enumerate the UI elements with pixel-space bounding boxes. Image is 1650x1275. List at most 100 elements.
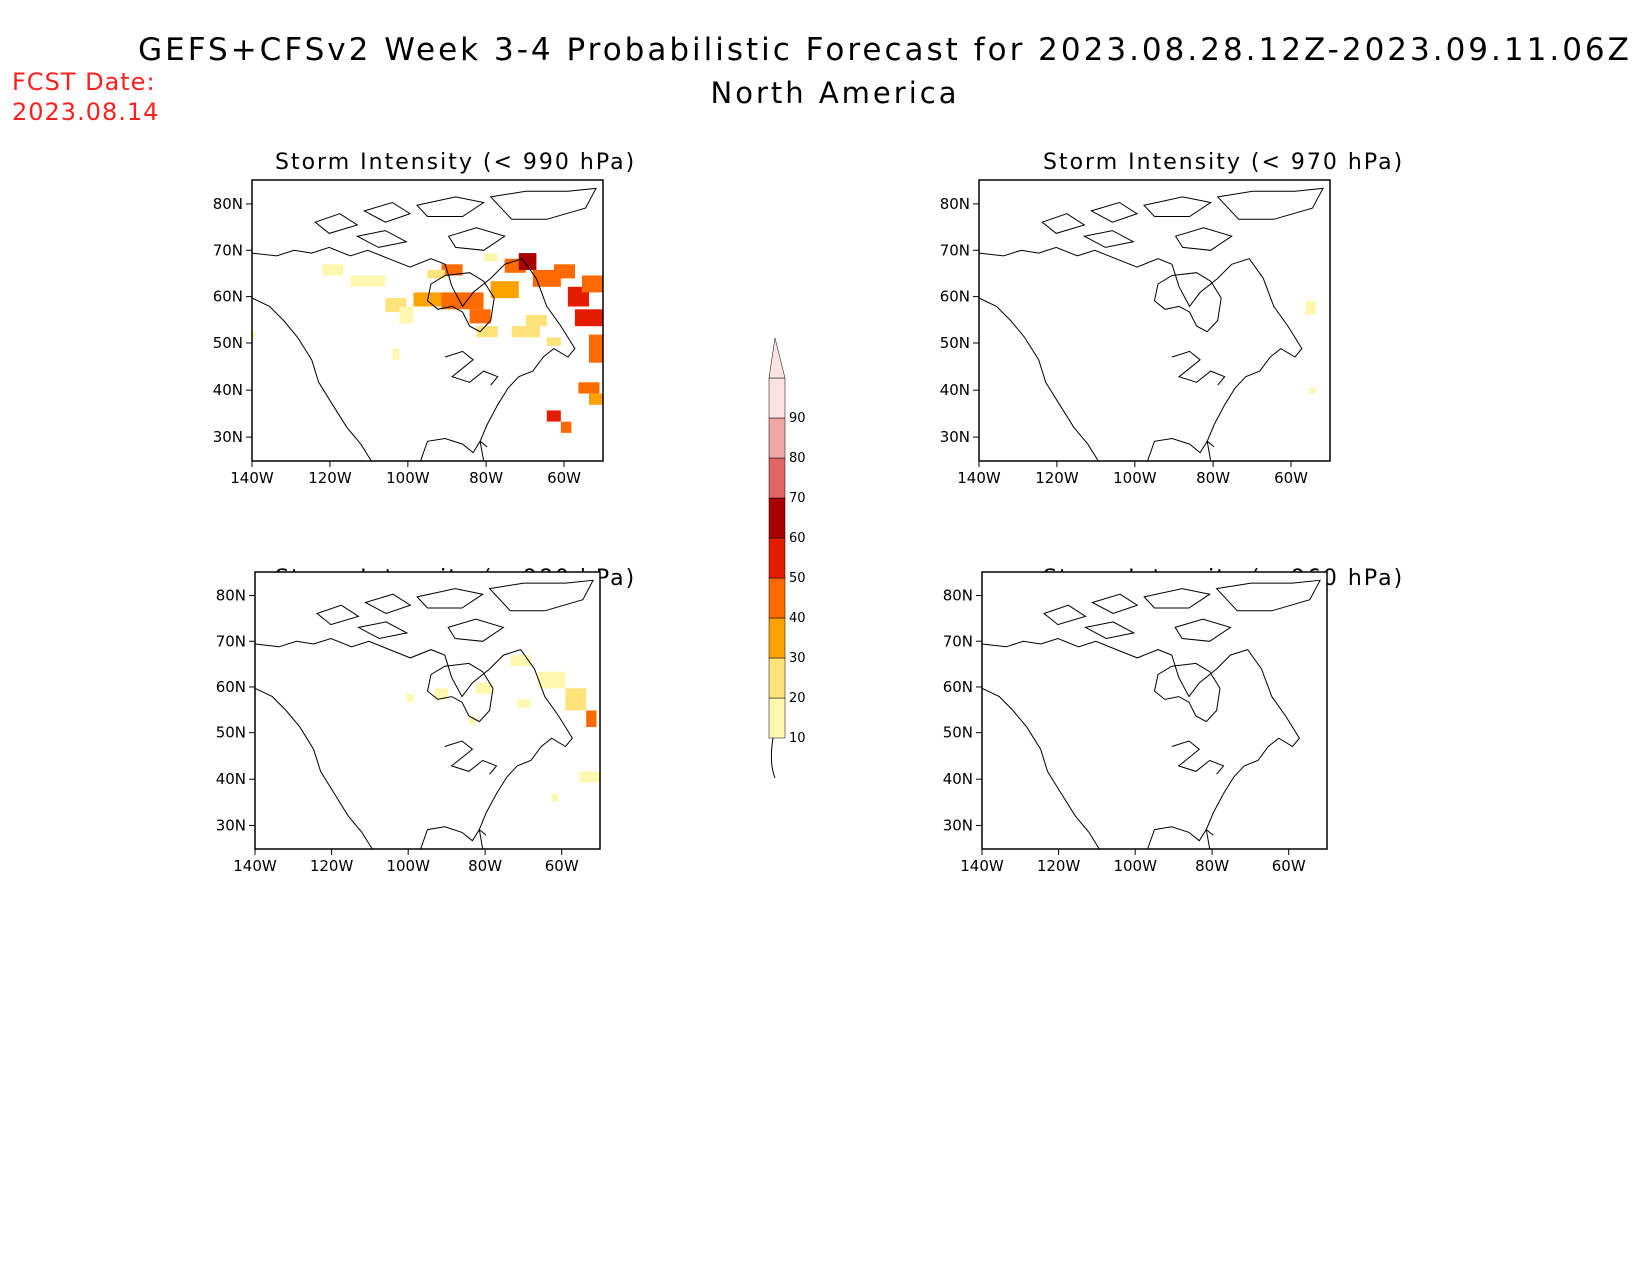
lon-tick-label: 80W — [1196, 469, 1230, 487]
probability-cell — [392, 348, 400, 360]
map-980: 80N 70N 60N 50N 40N 30N 140W 120W 100W 80W 60W — [216, 571, 601, 875]
probability-cell — [589, 334, 603, 363]
lon-tick-label: 60W — [1274, 469, 1308, 487]
colorbar-tail — [770, 737, 776, 779]
lat-tick-label: 50N — [213, 334, 243, 352]
arctic-island — [1043, 604, 1087, 626]
probability-cell — [589, 393, 603, 405]
colorbar-label: 30 — [789, 651, 806, 666]
arctic-island — [1084, 621, 1136, 640]
panel-title-990: Storm Intensity (< 990 hPa) — [275, 150, 637, 175]
probability-cell — [252, 331, 256, 338]
lat-tick-label: 70N — [943, 632, 973, 650]
probability-cell — [510, 655, 531, 667]
colorbar-segment — [768, 617, 786, 659]
probability-cell — [483, 253, 498, 262]
coastline-west — [981, 687, 1100, 850]
map-990: 80N 70N 60N 50N 40N 30N 140W 120W 100W 80W 60W — [213, 179, 604, 487]
colorbar-segment — [768, 457, 786, 499]
hudson-bay — [426, 272, 495, 333]
lon-tick-label: 140W — [960, 857, 1004, 875]
probability-cell — [565, 688, 587, 711]
great-lakes — [1171, 350, 1226, 386]
probability-cell — [551, 793, 559, 802]
probability-cell — [574, 309, 603, 327]
map-frame — [254, 571, 601, 850]
probability-cell — [546, 337, 561, 346]
lat-tick-label: 80N — [216, 587, 246, 605]
arctic-island — [488, 579, 594, 612]
probability-cell — [517, 699, 531, 708]
colorbar-label: 50 — [789, 571, 806, 586]
lat-tick-label: 80N — [943, 587, 973, 605]
lon-tick-label: 120W — [1037, 857, 1081, 875]
map-background — [979, 180, 1330, 461]
fcst-date-value: 2023.08.14 — [12, 98, 160, 126]
lat-tick-label: 30N — [940, 428, 970, 446]
probability-cell — [1308, 387, 1316, 394]
lat-tick-label: 60N — [940, 288, 970, 306]
lat-tick-label: 70N — [213, 241, 243, 259]
lon-tick-label: 80W — [1195, 857, 1229, 875]
lat-tick-label: 40N — [940, 381, 970, 399]
arctic-island — [1089, 201, 1139, 223]
arctic-island — [447, 227, 506, 251]
coastline-west — [254, 687, 373, 850]
probability-cell — [476, 326, 498, 338]
colorbar-label: 20 — [789, 691, 806, 706]
coastline-west — [251, 297, 372, 462]
arctic-island — [1143, 588, 1211, 609]
coastline-gulf — [1147, 826, 1214, 850]
colorbar-segment — [768, 417, 786, 459]
lon-tick-label: 140W — [233, 857, 277, 875]
coastline-gulf — [420, 437, 488, 462]
probability-cell — [518, 253, 537, 270]
colorbar-segment — [768, 377, 786, 419]
arctic-island — [489, 187, 597, 220]
arctic-island — [1216, 187, 1324, 220]
lon-tick-label: 120W — [1035, 469, 1079, 487]
lon-tick-label: 100W — [1113, 469, 1157, 487]
colorbar-segment — [768, 577, 786, 619]
map-frame — [251, 179, 604, 462]
lon-tick-label: 80W — [468, 857, 502, 875]
arctic-island — [1174, 618, 1232, 642]
probability-cell — [579, 771, 600, 783]
lon-tick-label: 100W — [386, 857, 430, 875]
lat-tick-label: 80N — [940, 195, 970, 213]
lon-tick-label: 60W — [547, 469, 581, 487]
lat-tick-label: 40N — [943, 770, 973, 788]
arctic-island — [1143, 196, 1212, 217]
map-background — [255, 572, 600, 849]
probability-cell — [532, 269, 561, 287]
lat-tick-label: 40N — [216, 770, 246, 788]
hudson-bay — [426, 662, 494, 723]
probability-cell — [511, 326, 540, 338]
probability-cell — [434, 688, 449, 700]
map-frame — [981, 571, 1328, 850]
colorbar-label: 90 — [789, 411, 806, 426]
colorbar-segment — [768, 657, 786, 699]
lat-tick-label: 30N — [943, 816, 973, 834]
probability-cell — [586, 710, 597, 728]
coastline-gulf — [420, 826, 487, 850]
lon-tick-label: 120W — [310, 857, 354, 875]
lat-tick-label: 60N — [213, 288, 243, 306]
map-background — [982, 572, 1327, 849]
lat-tick-label: 70N — [216, 632, 246, 650]
colorbar-cap — [768, 337, 786, 379]
hudson-bay — [1153, 272, 1222, 333]
coastline-west — [978, 297, 1099, 462]
colorbar-label: 10 — [789, 731, 806, 746]
main-title: GEFS+CFSv2 Week 3-4 Probabilistic Foreca… — [138, 32, 1632, 68]
lat-tick-label: 30N — [216, 816, 246, 834]
probability-cell — [578, 382, 600, 394]
probability-cell — [322, 264, 344, 276]
arctic-island — [1174, 227, 1233, 251]
lon-tick-label: 60W — [1272, 857, 1306, 875]
probability-cell — [553, 264, 575, 279]
coastline — [251, 246, 576, 462]
probability-cell — [399, 306, 414, 324]
probability-cell — [546, 410, 561, 422]
lat-tick-label: 50N — [216, 724, 246, 742]
